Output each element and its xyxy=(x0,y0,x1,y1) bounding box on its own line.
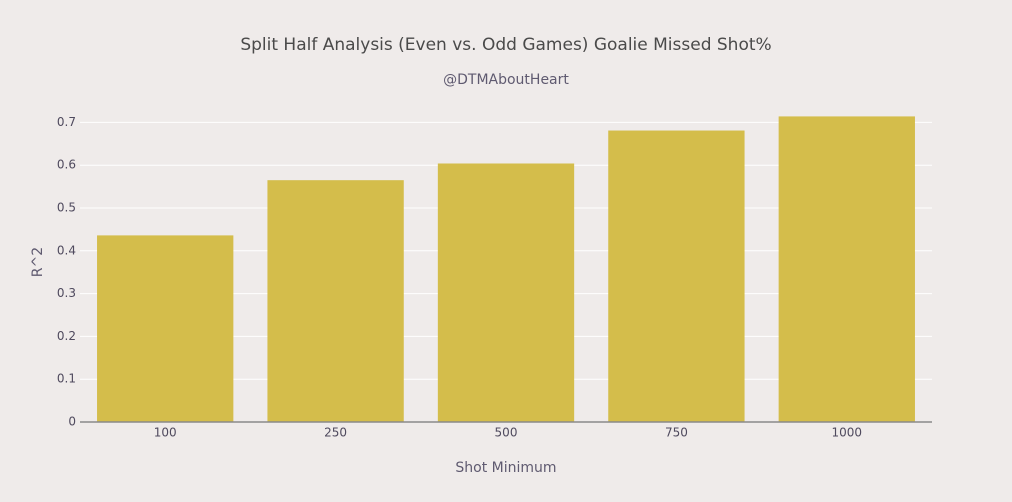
y-tick-label: 0.5 xyxy=(57,201,76,215)
bar xyxy=(267,180,404,422)
x-tick-label: 750 xyxy=(665,426,688,440)
bar xyxy=(437,163,575,422)
x-tick-label: 100 xyxy=(154,426,177,440)
y-tick-label: 0.6 xyxy=(57,158,76,172)
bar xyxy=(608,130,745,423)
y-tick-label: 0.4 xyxy=(57,243,76,257)
bar xyxy=(778,116,915,423)
y-tick-label: 0.3 xyxy=(57,286,76,300)
x-tick-label: 250 xyxy=(324,426,347,440)
x-tick-label: 500 xyxy=(495,426,518,440)
chart-title: Split Half Analysis (Even vs. Odd Games)… xyxy=(240,35,771,55)
y-tick-label: 0.7 xyxy=(57,115,76,129)
x-axis-title: Shot Minimum xyxy=(455,460,556,476)
y-axis-title: R^2 xyxy=(30,247,46,277)
chart-subtitle: @DTMAboutHeart xyxy=(443,72,569,88)
y-tick-label: 0 xyxy=(68,415,76,429)
x-tick-label: 1000 xyxy=(832,426,863,440)
y-tick-label: 0.1 xyxy=(57,372,76,386)
y-tick-label: 0.2 xyxy=(57,329,76,343)
bar xyxy=(97,235,234,422)
